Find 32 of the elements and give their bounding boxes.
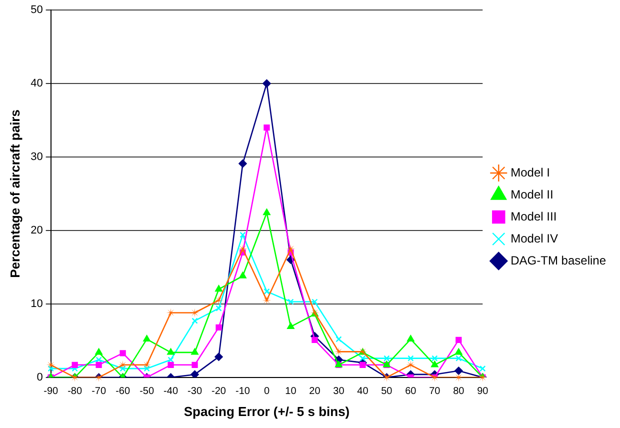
x-tick-label: 90 [477, 386, 489, 398]
x-tick-label: -70 [92, 386, 106, 398]
x-tick-label: -20 [212, 386, 226, 398]
legend-label: Model IV [510, 231, 558, 246]
x-tick-label: 30 [333, 386, 345, 398]
x-tick-label: -10 [236, 386, 250, 398]
y-axis-title: Percentage of aircraft pairs [7, 110, 22, 278]
x-tick-label: -30 [188, 386, 202, 398]
y-tick-label: 30 [30, 150, 43, 163]
legend-label: Model I [510, 165, 550, 180]
x-tick-label: 10 [285, 386, 297, 398]
x-tick-label: 60 [405, 386, 417, 398]
legend-label: Model III [510, 209, 557, 224]
x-tick-label: 20 [309, 386, 321, 398]
legend-label: DAG-TM baseline [510, 253, 606, 268]
x-tick-label: 0 [264, 386, 270, 398]
x-tick-label: -40 [164, 386, 178, 398]
y-tick-label: 40 [30, 78, 43, 90]
x-tick-label: -80 [68, 386, 82, 398]
x-tick-label: 70 [429, 386, 441, 398]
y-tick-label: 50 [30, 4, 43, 16]
y-tick-label: 20 [30, 224, 43, 236]
y-tick-label: 10 [30, 298, 43, 310]
x-axis-title: Spacing Error (+/- 5 s bins) [184, 404, 350, 419]
x-tick-label: -90 [44, 386, 58, 398]
legend-label: Model II [510, 187, 554, 202]
x-tick-label: -50 [140, 386, 154, 398]
x-tick-label: -60 [116, 386, 130, 398]
x-tick-label: 80 [453, 386, 465, 398]
y-tick-label: 0 [36, 371, 43, 384]
x-tick-label: 50 [381, 386, 393, 398]
x-tick-label: 40 [357, 386, 369, 398]
